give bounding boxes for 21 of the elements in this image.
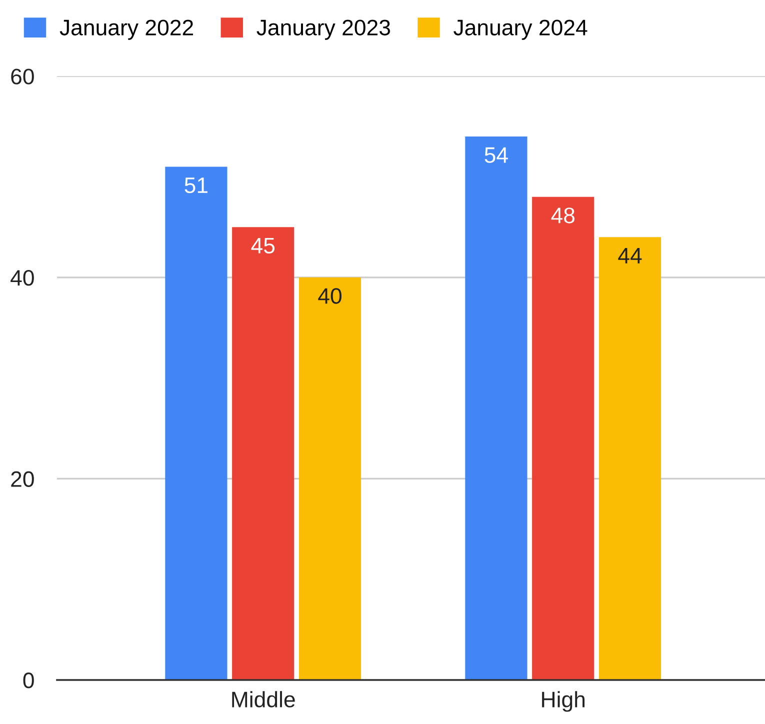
y-tick-label: 20 (11, 471, 34, 487)
data-label: 40 (318, 288, 342, 304)
x-tick-label: Middle (232, 691, 295, 708)
y-tick-label: 0 (23, 672, 34, 688)
data-label: 51 (184, 178, 208, 194)
bar (165, 166, 228, 680)
data-label: 44 (618, 248, 642, 264)
legend-label: January 2023 (256, 20, 390, 40)
y-tick-label: 40 (10, 270, 34, 286)
legend-label: January 2024 (454, 20, 588, 40)
bar (598, 237, 662, 680)
bar (532, 196, 594, 680)
bar (232, 227, 294, 680)
y-tick-label: 60 (11, 68, 34, 84)
data-label: 45 (251, 238, 275, 254)
bar (465, 136, 528, 680)
data-label: 48 (551, 208, 574, 224)
data-label: 54 (484, 147, 508, 163)
x-tick-label: High (542, 691, 585, 712)
legend-label: January 2022 (60, 20, 193, 40)
bar (298, 277, 362, 680)
